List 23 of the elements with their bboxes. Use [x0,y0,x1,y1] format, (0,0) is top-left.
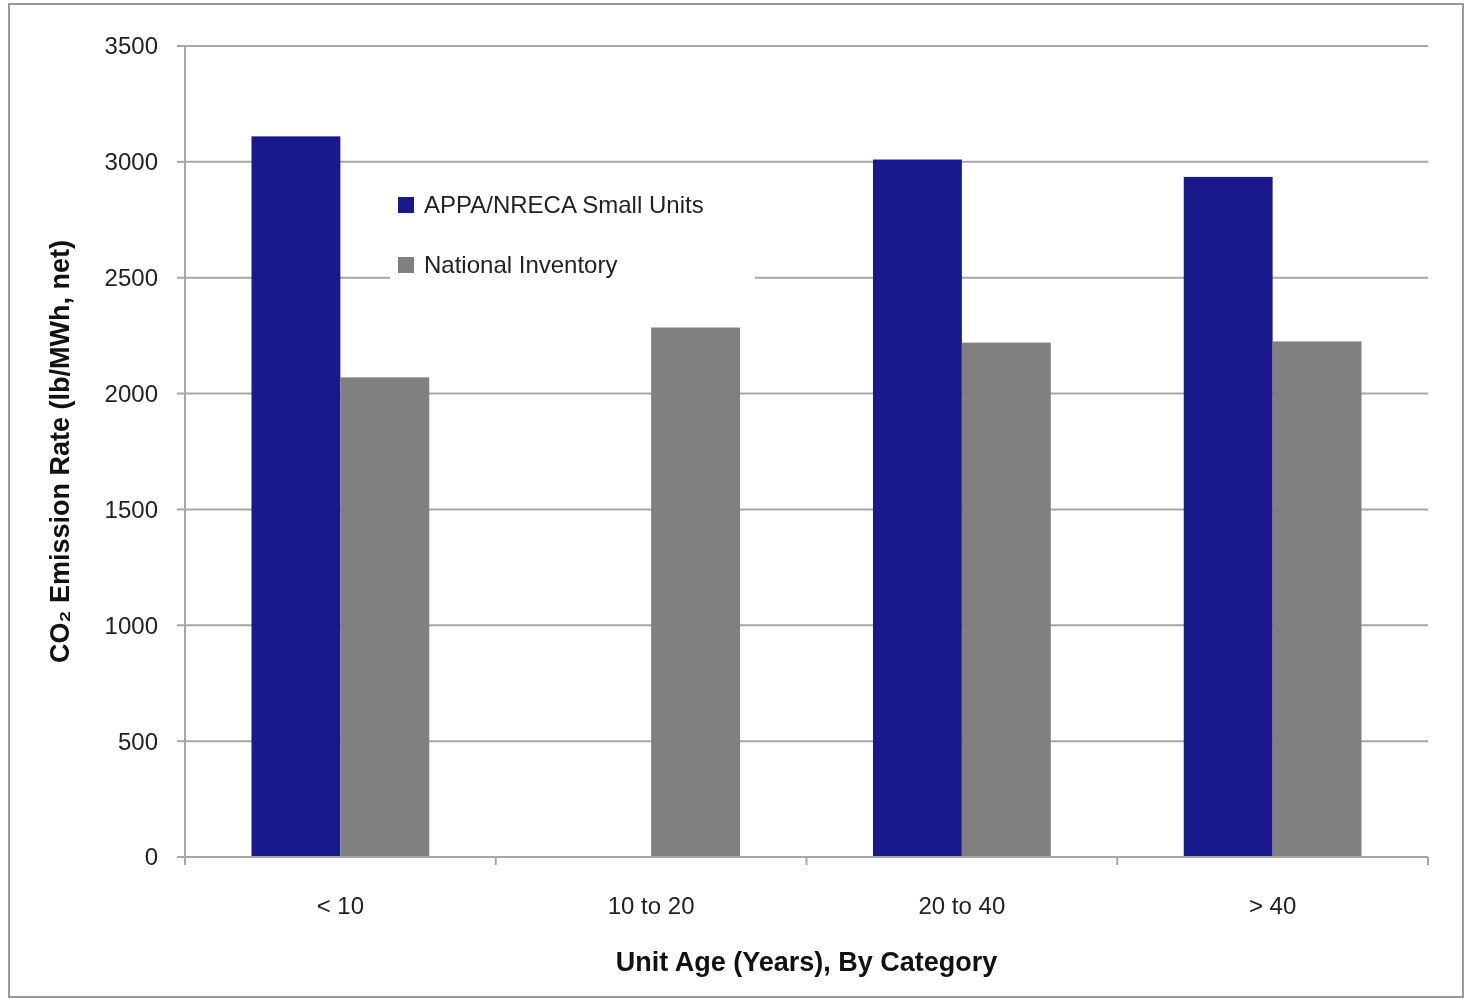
x-tick-label: 20 to 40 [918,892,1006,920]
legend-label: National Inventory [424,251,618,279]
y-tick-label: 500 [117,727,158,755]
bar [651,327,740,857]
x-tick-label: > 40 [1248,892,1297,920]
bar [873,159,962,857]
y-tick-label: 3500 [104,32,158,60]
bar [961,342,1051,857]
x-tick-label: 10 to 20 [607,892,695,920]
y-tick-label: 1000 [104,611,158,639]
y-tick-label: 3000 [104,148,158,176]
y-tick-label: 2000 [104,379,158,407]
y-tick-label: 2500 [104,264,158,292]
y-tick-label: 0 [144,843,158,871]
y-tick-label: 1500 [104,495,158,523]
bar [340,377,430,857]
x-axis-title: Unit Age (Years), By Category [615,947,998,978]
legend-label: APPA/NRECA Small Units [424,191,704,219]
bar [1183,176,1273,857]
x-tick-label: < 10 [316,892,365,920]
bar [251,136,341,857]
bar [1272,341,1362,857]
y-axis-title: CO₂ Emission Rate (lb/MWh, net) [45,239,76,664]
